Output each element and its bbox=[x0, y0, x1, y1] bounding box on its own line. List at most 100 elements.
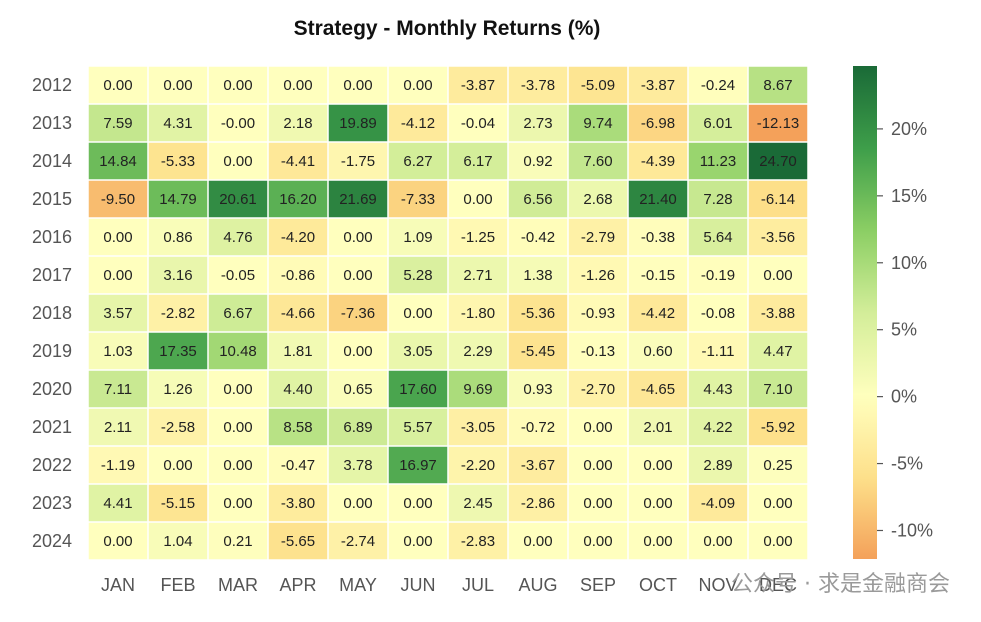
cell-value-label: 0.00 bbox=[763, 267, 792, 284]
heatmap-cells: 0.00 0.00 0.00 0.00 0.00 0.00 -3.87 -3.78 -5.09 -… bbox=[88, 66, 808, 560]
heatmap-cell bbox=[208, 408, 268, 446]
cell-value-label: 2.01 bbox=[643, 419, 672, 436]
heatmap-cell bbox=[508, 408, 568, 446]
cell-value-label: -0.24 bbox=[701, 77, 735, 94]
heatmap-cell bbox=[328, 484, 388, 522]
heatmap-cell bbox=[628, 66, 688, 104]
colorbar-tick-label: 15% bbox=[891, 186, 927, 206]
cell-value-label: -0.04 bbox=[461, 115, 495, 132]
cell-value-label: 4.31 bbox=[163, 115, 192, 132]
heatmap-cell bbox=[508, 332, 568, 370]
cell-value-label: 0.00 bbox=[223, 419, 252, 436]
heatmap-cell bbox=[88, 522, 148, 560]
heatmap-cell bbox=[688, 294, 748, 332]
heatmap-cell bbox=[208, 256, 268, 294]
month-tick-label: JUL bbox=[462, 575, 494, 595]
cell-value-label: 0.00 bbox=[643, 533, 672, 550]
heatmap-cell bbox=[88, 218, 148, 256]
heatmap-cell bbox=[508, 484, 568, 522]
cell-value-label: -1.25 bbox=[461, 229, 495, 246]
heatmap-cell bbox=[148, 66, 208, 104]
cell-value-label: 1.81 bbox=[283, 343, 312, 360]
heatmap-cell bbox=[268, 142, 328, 180]
cell-value-label: 0.00 bbox=[223, 381, 252, 398]
heatmap-cell bbox=[88, 294, 148, 332]
cell-value-label: 6.01 bbox=[703, 115, 732, 132]
heatmap-cell bbox=[388, 294, 448, 332]
heatmap-cell bbox=[268, 446, 328, 484]
cell-value-label: 0.00 bbox=[163, 457, 192, 474]
cell-value-label: 0.00 bbox=[703, 533, 732, 550]
cell-value-label: -2.58 bbox=[161, 419, 195, 436]
cell-value-label: -3.87 bbox=[461, 77, 495, 94]
cell-value-label: 0.25 bbox=[763, 457, 792, 474]
cell-value-label: -4.39 bbox=[641, 153, 675, 170]
cell-value-label: 2.18 bbox=[283, 115, 312, 132]
cell-value-label: -0.05 bbox=[221, 267, 255, 284]
heatmap-cell bbox=[748, 408, 808, 446]
heatmap-cell bbox=[388, 104, 448, 142]
cell-value-label: 0.00 bbox=[583, 457, 612, 474]
cell-value-label: 16.20 bbox=[279, 191, 317, 208]
heatmap-cell bbox=[148, 370, 208, 408]
heatmap-cell bbox=[508, 294, 568, 332]
cell-value-label: 4.40 bbox=[283, 381, 312, 398]
cell-value-label: 2.73 bbox=[523, 115, 552, 132]
cell-value-label: 0.00 bbox=[763, 495, 792, 512]
heatmap-cell bbox=[208, 104, 268, 142]
heatmap-cell bbox=[208, 370, 268, 408]
cell-value-label: 4.43 bbox=[703, 381, 732, 398]
cell-value-label: 0.00 bbox=[343, 343, 372, 360]
cell-value-label: -1.80 bbox=[461, 305, 495, 322]
cell-value-label: -2.82 bbox=[161, 305, 195, 322]
cell-value-label: -2.83 bbox=[461, 533, 495, 550]
cell-value-label: -1.19 bbox=[101, 457, 135, 474]
year-tick-label: 2012 bbox=[32, 75, 72, 95]
heatmap-cell bbox=[268, 294, 328, 332]
cell-value-label: 0.65 bbox=[343, 381, 372, 398]
heatmap-cell bbox=[148, 104, 208, 142]
heatmap-cell bbox=[268, 408, 328, 446]
cell-value-label: 0.00 bbox=[343, 267, 372, 284]
cell-value-label: -5.36 bbox=[521, 305, 555, 322]
cell-value-label: 6.89 bbox=[343, 419, 372, 436]
cell-value-label: 3.16 bbox=[163, 267, 192, 284]
cell-value-label: 0.00 bbox=[343, 77, 372, 94]
cell-value-label: 5.64 bbox=[703, 229, 732, 246]
heatmap-cell bbox=[328, 180, 388, 218]
heatmap-cell bbox=[688, 66, 748, 104]
cell-value-label: 3.57 bbox=[103, 305, 132, 322]
cell-value-label: 0.92 bbox=[523, 153, 552, 170]
heatmap-cell bbox=[208, 332, 268, 370]
cell-value-label: -5.45 bbox=[521, 343, 555, 360]
cell-value-label: 7.28 bbox=[703, 191, 732, 208]
cell-value-label: -2.74 bbox=[341, 533, 375, 550]
heatmap-cell bbox=[268, 370, 328, 408]
cell-value-label: 5.57 bbox=[403, 419, 432, 436]
heatmap-cell bbox=[328, 104, 388, 142]
cell-value-label: 2.68 bbox=[583, 191, 612, 208]
cell-value-label: 16.97 bbox=[399, 457, 437, 474]
cell-value-label: -2.79 bbox=[581, 229, 615, 246]
cell-value-label: 2.29 bbox=[463, 343, 492, 360]
heatmap-cell bbox=[628, 180, 688, 218]
cell-value-label: 0.00 bbox=[403, 305, 432, 322]
cell-value-label: -5.92 bbox=[761, 419, 795, 436]
heatmap-cell bbox=[688, 180, 748, 218]
heatmap-cell bbox=[208, 294, 268, 332]
month-tick-label: NOV bbox=[698, 575, 737, 595]
heatmap-cell bbox=[148, 332, 208, 370]
cell-value-label: -0.86 bbox=[281, 267, 315, 284]
heatmap-cell bbox=[148, 256, 208, 294]
heatmap-cell bbox=[568, 370, 628, 408]
heatmap-cell bbox=[628, 294, 688, 332]
heatmap-cell bbox=[628, 446, 688, 484]
cell-value-label: 0.00 bbox=[403, 495, 432, 512]
year-tick-label: 2022 bbox=[32, 455, 72, 475]
heatmap-cell bbox=[88, 104, 148, 142]
cell-value-label: -4.66 bbox=[281, 305, 315, 322]
heatmap-cell bbox=[88, 332, 148, 370]
cell-value-label: 0.00 bbox=[463, 191, 492, 208]
heatmap-cell bbox=[268, 522, 328, 560]
